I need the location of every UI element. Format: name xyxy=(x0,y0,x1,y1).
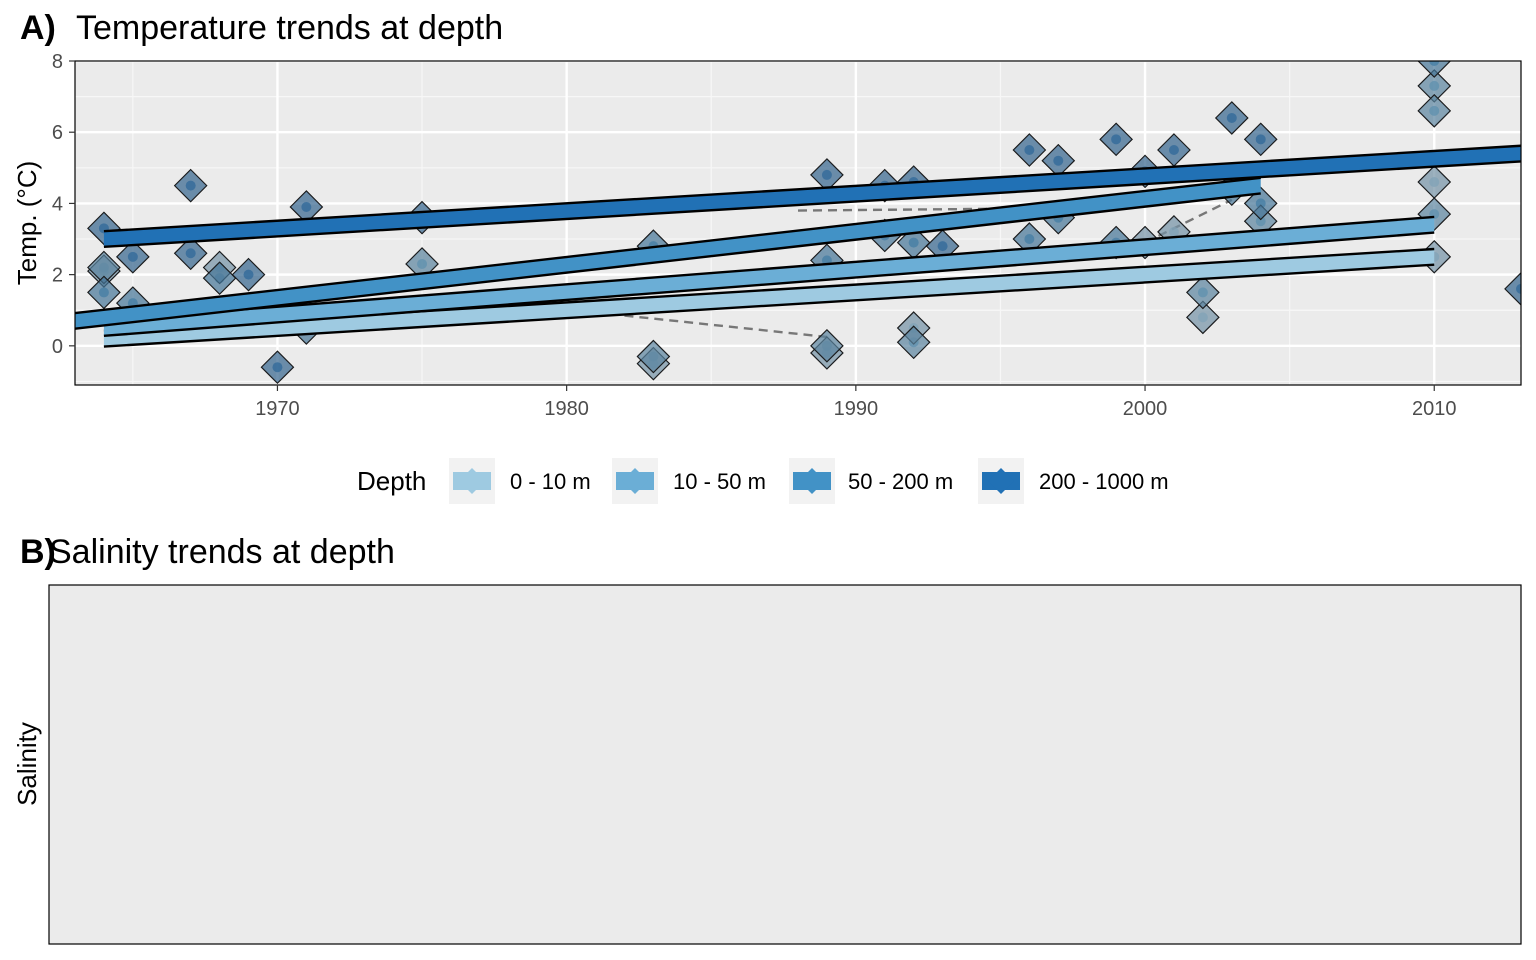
data-point-shade xyxy=(116,240,149,273)
data-point-shade xyxy=(174,237,207,270)
data-point-shade xyxy=(1013,134,1046,167)
panel-a-border xyxy=(74,60,1522,386)
data-point-shade xyxy=(174,169,207,202)
y-tick-label: 6 xyxy=(52,122,63,144)
y-axis-label: Temp. (°C) xyxy=(12,161,42,286)
data-point-shade xyxy=(1505,272,1521,305)
data-point-shade xyxy=(1418,69,1451,102)
trend-band xyxy=(103,145,1521,247)
data-point-diamond xyxy=(173,236,208,271)
data-point-shade xyxy=(87,276,120,309)
data-point-shade xyxy=(897,326,930,359)
data-point-diamond xyxy=(1504,272,1521,306)
data-point-diamond xyxy=(636,339,671,374)
dashed-trace xyxy=(797,207,1001,212)
panel-a-data xyxy=(75,61,1521,385)
data-point-shade xyxy=(232,258,265,291)
legend-label: 10 - 50 m xyxy=(673,469,766,494)
data-point-shade xyxy=(261,351,294,384)
legend-label: 0 - 10 m xyxy=(510,469,591,494)
data-point-shade xyxy=(1244,123,1277,156)
trend-band xyxy=(103,216,1435,336)
data-point-shade xyxy=(1418,61,1451,77)
x-tick-label: 1980 xyxy=(544,398,589,420)
legend-key-diamond xyxy=(799,468,825,494)
data-point-shade xyxy=(1186,276,1219,309)
data-point-shade xyxy=(1418,166,1451,199)
data-point-diamond xyxy=(1099,122,1133,157)
panel-b-y-axis-label: Salinity xyxy=(12,722,42,806)
panel-b-title: Salinity trends at depth xyxy=(49,533,395,571)
data-point-diamond xyxy=(1186,275,1220,310)
data-point-shade xyxy=(1100,123,1133,156)
data-point-shade xyxy=(810,158,843,191)
legend-title: Depth xyxy=(357,466,426,496)
trend-edge-lower xyxy=(103,231,1435,338)
panel-b-tag: B) xyxy=(20,533,56,571)
dashed-trace xyxy=(624,314,828,339)
trend-band xyxy=(75,177,1261,329)
x-tick-label: 2000 xyxy=(1123,398,1168,420)
data-point-shade xyxy=(1418,94,1451,127)
data-point-shade xyxy=(1186,301,1219,334)
panel-b-plot-background xyxy=(48,584,1522,945)
y-tick-label: 8 xyxy=(52,51,63,73)
legend-label: 50 - 200 m xyxy=(848,469,953,494)
data-point-shade xyxy=(810,329,843,362)
data-point-diamond xyxy=(87,275,121,310)
trend-band xyxy=(103,248,1435,347)
trend-edge-lower xyxy=(103,160,1521,249)
trend-edge-lower xyxy=(75,192,1261,330)
data-point-shade xyxy=(203,262,236,295)
data-point-diamond xyxy=(173,168,208,203)
legend-key-diamond xyxy=(622,468,648,494)
data-point-diamond xyxy=(231,257,266,292)
data-point-shade xyxy=(1042,144,1075,177)
data-point-shade xyxy=(1215,101,1248,134)
trend-edge-upper xyxy=(103,215,1435,322)
data-point-diamond xyxy=(810,328,844,363)
data-point-diamond xyxy=(1186,300,1220,335)
dashed-trace xyxy=(1144,198,1233,244)
x-tick-label: 1990 xyxy=(834,398,879,420)
y-tick-label: 0 xyxy=(52,336,63,358)
trend-edge-upper xyxy=(75,176,1261,315)
legend-label: 200 - 1000 m xyxy=(1039,469,1169,494)
data-point-shade xyxy=(637,340,670,373)
data-point-shade xyxy=(87,251,120,284)
legend-key-diamond xyxy=(988,468,1014,494)
data-point-diamond xyxy=(896,325,931,360)
y-tick-label: 4 xyxy=(52,193,63,215)
data-point-diamond xyxy=(1243,122,1278,157)
trend-edge-upper xyxy=(103,144,1521,233)
data-point-shade xyxy=(290,190,323,223)
data-point-diamond xyxy=(260,350,295,385)
legend: Depth 0 - 10 m 10 - 50 m 50 - 200 m 200 - 1… xyxy=(357,458,1169,504)
data-point-diamond xyxy=(1214,101,1249,135)
y-tick-label: 2 xyxy=(52,265,63,287)
data-point-diamond xyxy=(1012,133,1047,167)
panel-a-title: Temperature trends at depth xyxy=(76,9,503,47)
data-point-diamond xyxy=(1417,61,1452,78)
x-tick-label: 1970 xyxy=(255,398,300,420)
panel-a-tag: A) xyxy=(20,9,56,47)
data-point-shade xyxy=(1157,134,1190,167)
data-point-diamond xyxy=(1417,93,1452,128)
x-tick-label: 2010 xyxy=(1412,398,1457,420)
data-point-diamond xyxy=(115,239,150,274)
panel-a-axes: 1970 1980 1990 2000 2010 0 2 4 6 8 xyxy=(52,51,1457,420)
trend-edge-lower xyxy=(103,263,1435,348)
legend-key-diamond xyxy=(459,468,485,494)
data-point-diamond xyxy=(202,261,237,296)
